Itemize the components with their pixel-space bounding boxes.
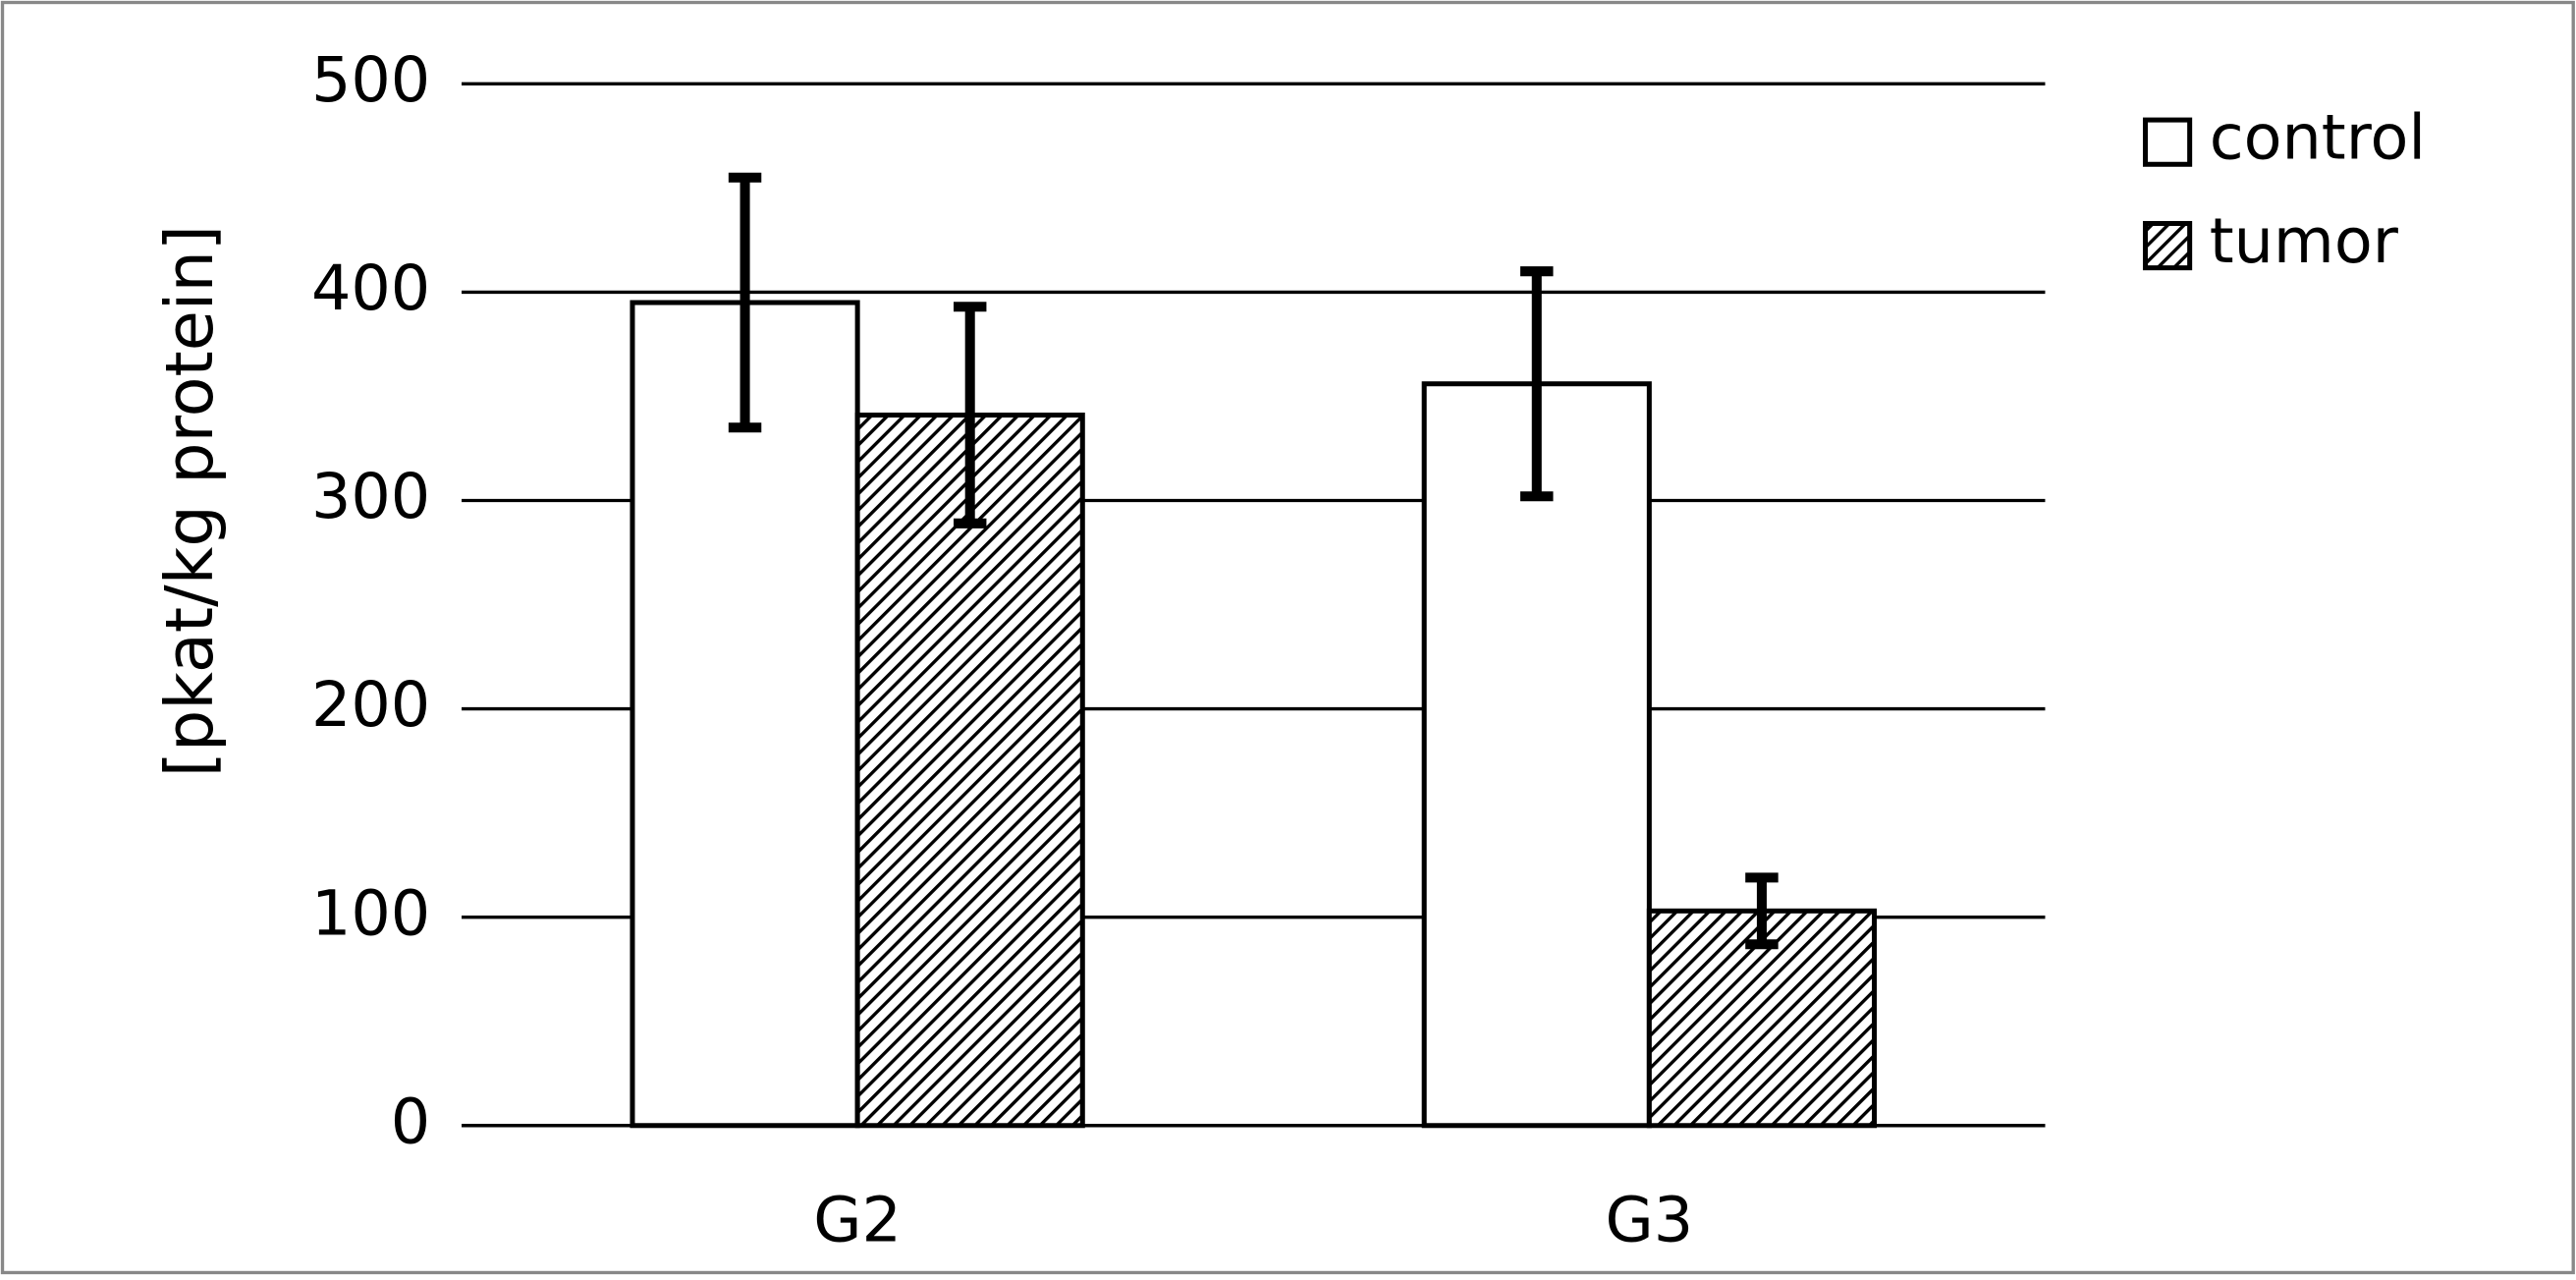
error-bar (953, 302, 987, 529)
legend-swatch (2142, 220, 2193, 271)
y-tick-label: 400 (311, 251, 430, 324)
y-tick-label: 300 (311, 460, 430, 532)
error-bar (1745, 872, 1779, 950)
legend-swatch (2142, 117, 2193, 167)
legend-label: tumor (2210, 204, 2399, 277)
x-tick-label: G2 (813, 1184, 902, 1256)
y-tick-label: 200 (311, 668, 430, 741)
bar (630, 300, 860, 1129)
y-tick-label: 100 (311, 876, 430, 949)
y-tick-label: 0 (391, 1085, 430, 1157)
error-bar (728, 172, 762, 433)
error-bar (1520, 266, 1554, 502)
bar (854, 413, 1085, 1129)
y-axis-label: [pkat/kg protein] (151, 225, 228, 777)
y-tick-label: 500 (311, 43, 430, 116)
bar (1421, 381, 1652, 1129)
legend-label: control (2210, 100, 2426, 173)
x-tick-label: G3 (1606, 1184, 1694, 1256)
